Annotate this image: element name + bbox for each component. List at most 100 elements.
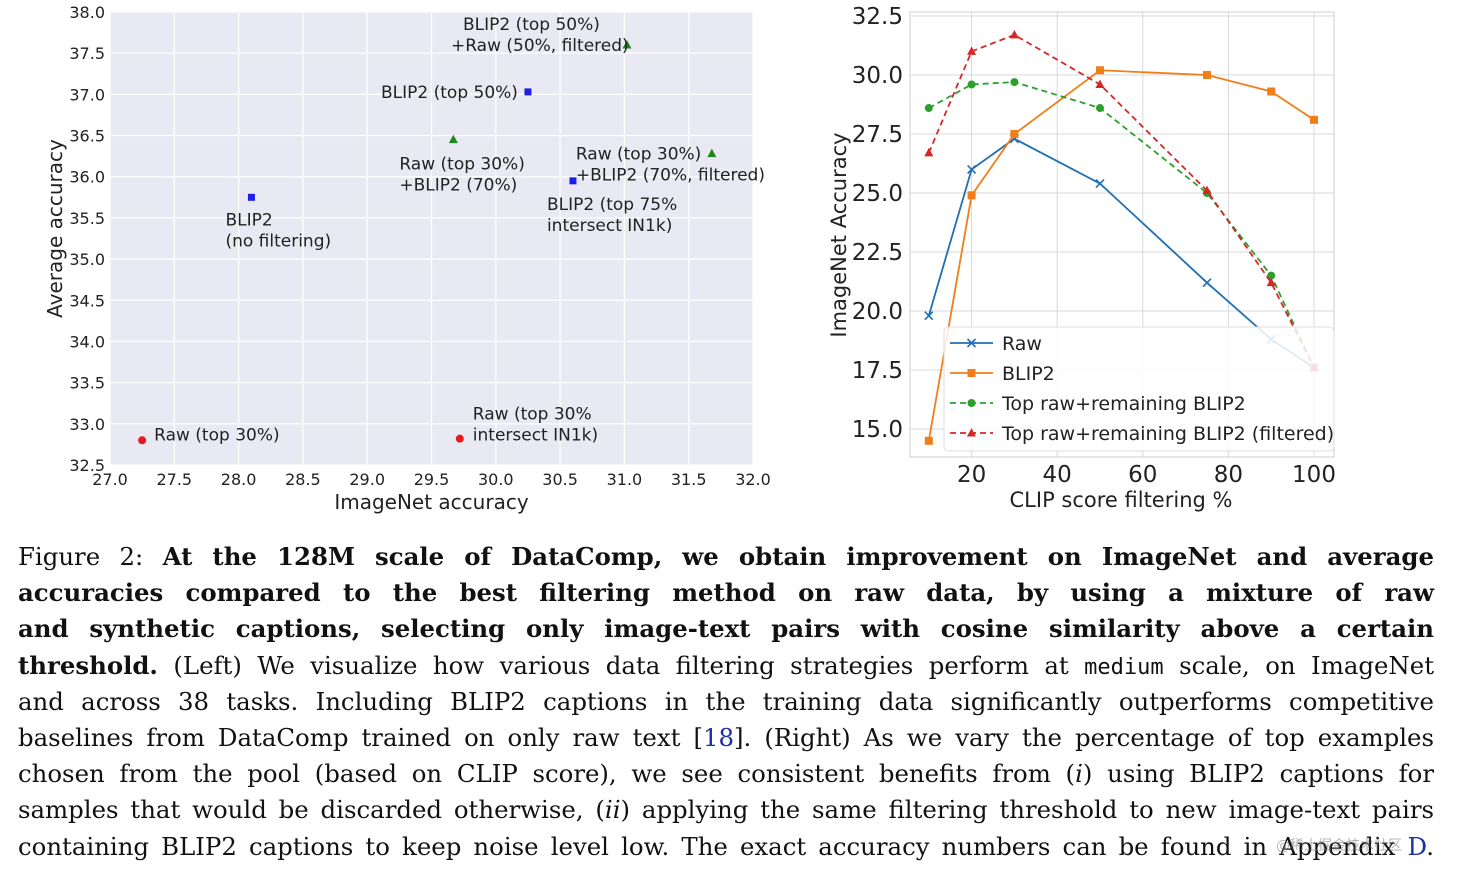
citation-link[interactable]: D — [1407, 831, 1427, 861]
x-tick-label: 30.0 — [478, 470, 514, 489]
point-label: BLIP2 (top 50%) — [381, 83, 518, 103]
caption-text: accuracies compared to the best filterin… — [18, 578, 1434, 608]
series-marker — [1267, 271, 1276, 280]
y-tick-label: 33.5 — [69, 374, 105, 393]
y-tick-label: 34.0 — [69, 332, 105, 351]
series-marker — [1096, 66, 1104, 75]
legend-box — [943, 326, 1335, 452]
caption-text: medium — [1084, 654, 1164, 680]
series-marker — [924, 147, 934, 157]
caption-text: scale, on ImageNet — [1163, 650, 1434, 680]
series-marker — [924, 436, 933, 445]
y-tick-label: 27.5 — [852, 122, 903, 148]
series-marker — [1310, 115, 1318, 124]
caption-text: [ — [693, 722, 703, 752]
series-marker — [1096, 104, 1104, 113]
point-label: Raw (top 30% — [473, 405, 592, 425]
point-label: BLIP2 (top 50%) — [463, 15, 600, 35]
citation-link[interactable]: 18 — [702, 722, 735, 752]
point-label: BLIP2 — [225, 210, 272, 230]
series-marker — [1202, 185, 1212, 195]
point-marker — [622, 39, 632, 49]
x-tick-label: 32.0 — [735, 470, 771, 489]
x-tick-label: 31.0 — [607, 470, 643, 489]
caption-text: ]. (Right) As we vary the percentage of … — [734, 722, 1434, 752]
x-tick-label: 27.5 — [156, 470, 192, 489]
x-tick-label: 29.0 — [349, 470, 385, 489]
x-tick-label: 60 — [1128, 462, 1157, 488]
series-marker — [1267, 87, 1276, 96]
point-marker — [138, 436, 147, 445]
caption-line: containing BLIP2 captions to keep noise … — [18, 829, 1434, 865]
x-tick-label: 20 — [957, 462, 986, 488]
point-marker — [569, 177, 577, 185]
y-tick-label: 35.0 — [69, 250, 105, 269]
caption-line: threshold. (Left) We visualize how vario… — [18, 648, 1434, 684]
x-tick-label: 80 — [1214, 462, 1243, 488]
figure-charts: 27.0 27.5 28.0 28.5 29.0 29.5 30.0 30.5 31.0 31.5… — [43, 3, 1336, 514]
point-marker — [247, 193, 255, 201]
series-marker — [1010, 130, 1019, 138]
series-marker — [924, 104, 933, 113]
y-tick-label: 33.0 — [69, 415, 105, 434]
caption-line: Figure 2: At the 128M scale of DataComp,… — [18, 539, 1434, 575]
caption-text: chosen from the pool (based on CLIP scor… — [18, 759, 1076, 789]
series-marker — [967, 164, 977, 174]
y-tick-label: 36.5 — [69, 127, 105, 146]
caption-line: accuracies compared to the best filterin… — [18, 575, 1434, 611]
caption-text: At the 128M scale of DataComp, we obtain… — [162, 542, 1434, 571]
caption-line: and across 38 tasks. Including BLIP2 cap… — [18, 684, 1434, 720]
point-label: +Raw (50%, filtered) — [451, 36, 629, 56]
series-marker — [1095, 79, 1105, 88]
point-label: Raw (top 30%) — [154, 425, 279, 445]
caption-text: ) using BLIP2 captions for — [1082, 759, 1434, 789]
caption-line: chosen from the pool (based on CLIP scor… — [18, 756, 1434, 792]
x-axis-label: ImageNet accuracy — [334, 490, 529, 514]
x-tick-label: 29.5 — [414, 470, 450, 489]
point-marker — [448, 134, 458, 144]
x-tick-label: 27.0 — [92, 470, 128, 489]
y-axis-label: Average accuracy — [43, 139, 67, 318]
y-tick-label: 15.0 — [852, 417, 903, 443]
y-tick-label: 30.0 — [852, 63, 903, 89]
y-tick-label: 38.0 — [69, 3, 105, 22]
point-label: +BLIP2 (70%) — [399, 176, 517, 196]
point-marker — [455, 434, 464, 443]
y-tick-label: 32.5 — [69, 456, 105, 475]
series-marker — [1202, 278, 1212, 288]
caption-text: threshold. — [18, 650, 158, 680]
y-tick-label: 37.5 — [69, 44, 105, 63]
caption-text: . — [1426, 831, 1434, 861]
figure-caption: Figure 2: At the 128M scale of DataComp,… — [18, 539, 1434, 865]
y-tick-label: 25.0 — [852, 181, 903, 207]
series-marker — [1095, 178, 1105, 189]
caption-text: samples that would be discarded otherwis… — [18, 795, 605, 825]
caption-line: baselines from DataComp trained on only … — [18, 720, 1434, 756]
y-tick-label: 32.5 — [852, 4, 903, 30]
caption-text: and across 38 tasks. Including BLIP2 cap… — [18, 686, 1434, 716]
point-label: BLIP2 (top 75% — [547, 195, 677, 215]
legend-label: BLIP2 — [1002, 363, 1055, 385]
series-marker — [924, 311, 934, 321]
y-axis-label: ImageNet Accuracy — [827, 132, 851, 337]
legend-label: Top raw+remaining BLIP2 (filtered) — [1001, 423, 1334, 445]
watermark: @稀土掘金技术社区 — [1276, 838, 1402, 854]
series-marker — [1203, 71, 1211, 79]
scatter-chart: 27.0 27.5 28.0 28.5 29.0 29.5 30.0 30.5 31.0 31.5… — [43, 3, 771, 514]
caption-text: containing BLIP2 captions to keep noise … — [18, 831, 1408, 861]
caption-text: ii — [604, 795, 621, 825]
caption-text: i — [1075, 759, 1083, 789]
caption-text: ) applying the same filtering threshold … — [620, 795, 1434, 825]
caption-text: and synthetic captions, selecting only i… — [18, 614, 1434, 644]
point-label: +BLIP2 (70%, filtered) — [576, 166, 765, 186]
caption-line: and synthetic captions, selecting only i… — [18, 611, 1434, 647]
legend-label: Raw — [1002, 333, 1042, 355]
y-tick-label: 34.5 — [69, 291, 105, 310]
point-marker — [707, 148, 717, 158]
x-tick-label: 30.5 — [542, 470, 578, 489]
series-marker — [966, 338, 977, 348]
caption-text: (Left) We visualize how various data fil… — [157, 650, 1085, 680]
point-label: intersect IN1k) — [547, 216, 672, 236]
x-axis-label: CLIP score filtering % — [1010, 488, 1233, 512]
point-label: Raw (top 30%) — [399, 155, 524, 175]
